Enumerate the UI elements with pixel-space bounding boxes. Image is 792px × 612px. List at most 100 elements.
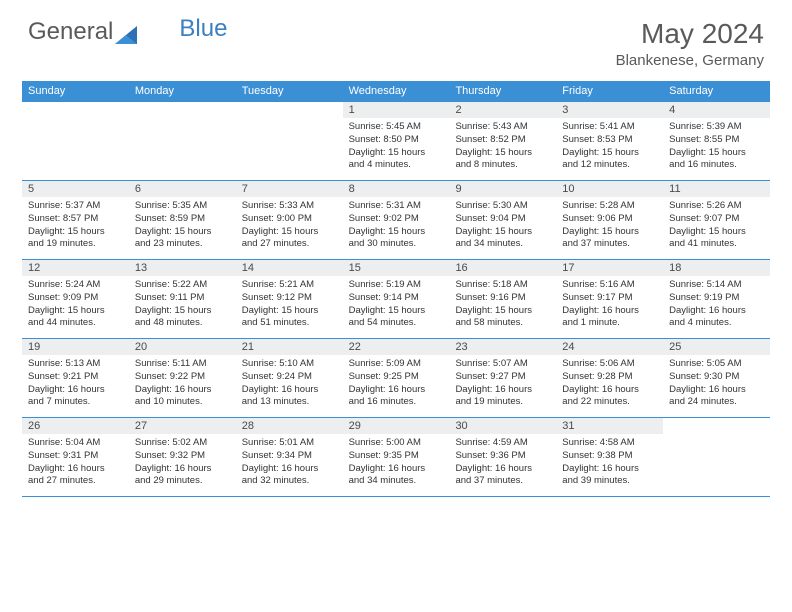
day-details: Sunrise: 5:09 AMSunset: 9:25 PMDaylight:… bbox=[343, 355, 450, 413]
day-number: 2 bbox=[449, 102, 556, 118]
day-header: Tuesday bbox=[236, 81, 343, 101]
sunset-text: Sunset: 9:36 PM bbox=[455, 450, 550, 463]
day-cell: 16Sunrise: 5:18 AMSunset: 9:16 PMDayligh… bbox=[449, 260, 556, 338]
sunrise-text: Sunrise: 5:37 AM bbox=[28, 200, 123, 213]
sunset-text: Sunset: 9:27 PM bbox=[455, 371, 550, 384]
sunset-text: Sunset: 9:32 PM bbox=[135, 450, 230, 463]
sunset-text: Sunset: 9:28 PM bbox=[562, 371, 657, 384]
month-title: May 2024 bbox=[616, 18, 764, 50]
day-details: Sunrise: 5:11 AMSunset: 9:22 PMDaylight:… bbox=[129, 355, 236, 413]
day-cell: 25Sunrise: 5:05 AMSunset: 9:30 PMDayligh… bbox=[663, 339, 770, 417]
week-row: 19Sunrise: 5:13 AMSunset: 9:21 PMDayligh… bbox=[22, 339, 770, 418]
day-cell: 15Sunrise: 5:19 AMSunset: 9:14 PMDayligh… bbox=[343, 260, 450, 338]
day-details: Sunrise: 5:04 AMSunset: 9:31 PMDaylight:… bbox=[22, 434, 129, 492]
sunset-text: Sunset: 9:09 PM bbox=[28, 292, 123, 305]
day-cell: 18Sunrise: 5:14 AMSunset: 9:19 PMDayligh… bbox=[663, 260, 770, 338]
day-cell: 13Sunrise: 5:22 AMSunset: 9:11 PMDayligh… bbox=[129, 260, 236, 338]
sunset-text: Sunset: 9:06 PM bbox=[562, 213, 657, 226]
location-label: Blankenese, Germany bbox=[616, 52, 764, 69]
day-cell: 12Sunrise: 5:24 AMSunset: 9:09 PMDayligh… bbox=[22, 260, 129, 338]
daylight-text: Daylight: 16 hours and 16 minutes. bbox=[349, 384, 444, 410]
daylight-text: Daylight: 15 hours and 8 minutes. bbox=[455, 147, 550, 173]
sunset-text: Sunset: 8:53 PM bbox=[562, 134, 657, 147]
sunrise-text: Sunrise: 5:10 AM bbox=[242, 358, 337, 371]
day-details: Sunrise: 5:07 AMSunset: 9:27 PMDaylight:… bbox=[449, 355, 556, 413]
daylight-text: Daylight: 15 hours and 12 minutes. bbox=[562, 147, 657, 173]
sunrise-text: Sunrise: 5:19 AM bbox=[349, 279, 444, 292]
sunrise-text: Sunrise: 5:26 AM bbox=[669, 200, 764, 213]
day-details: Sunrise: 5:19 AMSunset: 9:14 PMDaylight:… bbox=[343, 276, 450, 334]
day-cell: 1Sunrise: 5:45 AMSunset: 8:50 PMDaylight… bbox=[343, 102, 450, 180]
day-details: Sunrise: 5:33 AMSunset: 9:00 PMDaylight:… bbox=[236, 197, 343, 255]
sunrise-text: Sunrise: 5:35 AM bbox=[135, 200, 230, 213]
daylight-text: Daylight: 15 hours and 34 minutes. bbox=[455, 226, 550, 252]
day-cell: 17Sunrise: 5:16 AMSunset: 9:17 PMDayligh… bbox=[556, 260, 663, 338]
daylight-text: Daylight: 16 hours and 32 minutes. bbox=[242, 463, 337, 489]
day-number: 7 bbox=[236, 181, 343, 197]
day-header: Thursday bbox=[449, 81, 556, 101]
day-number: 10 bbox=[556, 181, 663, 197]
day-details: Sunrise: 5:35 AMSunset: 8:59 PMDaylight:… bbox=[129, 197, 236, 255]
sunrise-text: Sunrise: 5:21 AM bbox=[242, 279, 337, 292]
day-number: 5 bbox=[22, 181, 129, 197]
daylight-text: Daylight: 15 hours and 30 minutes. bbox=[349, 226, 444, 252]
daylight-text: Daylight: 16 hours and 34 minutes. bbox=[349, 463, 444, 489]
day-header: Wednesday bbox=[343, 81, 450, 101]
day-header: Sunday bbox=[22, 81, 129, 101]
day-cell bbox=[236, 102, 343, 180]
sunset-text: Sunset: 9:31 PM bbox=[28, 450, 123, 463]
day-details: Sunrise: 5:10 AMSunset: 9:24 PMDaylight:… bbox=[236, 355, 343, 413]
daylight-text: Daylight: 16 hours and 37 minutes. bbox=[455, 463, 550, 489]
day-details: Sunrise: 5:02 AMSunset: 9:32 PMDaylight:… bbox=[129, 434, 236, 492]
day-cell: 21Sunrise: 5:10 AMSunset: 9:24 PMDayligh… bbox=[236, 339, 343, 417]
week-row: 12Sunrise: 5:24 AMSunset: 9:09 PMDayligh… bbox=[22, 260, 770, 339]
daylight-text: Daylight: 15 hours and 58 minutes. bbox=[455, 305, 550, 331]
day-details: Sunrise: 5:22 AMSunset: 9:11 PMDaylight:… bbox=[129, 276, 236, 334]
day-cell: 2Sunrise: 5:43 AMSunset: 8:52 PMDaylight… bbox=[449, 102, 556, 180]
sunset-text: Sunset: 9:34 PM bbox=[242, 450, 337, 463]
sunrise-text: Sunrise: 5:41 AM bbox=[562, 121, 657, 134]
sunrise-text: Sunrise: 5:39 AM bbox=[669, 121, 764, 134]
day-details: Sunrise: 5:06 AMSunset: 9:28 PMDaylight:… bbox=[556, 355, 663, 413]
sunrise-text: Sunrise: 5:24 AM bbox=[28, 279, 123, 292]
sunrise-text: Sunrise: 5:31 AM bbox=[349, 200, 444, 213]
day-cell: 3 Sunrise: 5:41 AMSunset: 8:53 PMDaylight… bbox=[556, 102, 663, 180]
calendar: SundayMondayTuesdayWednesdayThursdayFrid… bbox=[22, 81, 770, 497]
sunrise-text: Sunrise: 5:04 AM bbox=[28, 437, 123, 450]
day-cell: 27Sunrise: 5:02 AMSunset: 9:32 PMDayligh… bbox=[129, 418, 236, 496]
sunset-text: Sunset: 8:57 PM bbox=[28, 213, 123, 226]
day-number: 21 bbox=[236, 339, 343, 355]
day-cell: 9Sunrise: 5:30 AMSunset: 9:04 PMDaylight… bbox=[449, 181, 556, 259]
sunrise-text: Sunrise: 5:13 AM bbox=[28, 358, 123, 371]
day-number: 12 bbox=[22, 260, 129, 276]
day-details: Sunrise: 5:00 AMSunset: 9:35 PMDaylight:… bbox=[343, 434, 450, 492]
sunset-text: Sunset: 8:50 PM bbox=[349, 134, 444, 147]
day-details: Sunrise: 5:39 AMSunset: 8:55 PMDaylight:… bbox=[663, 118, 770, 176]
daylight-text: Daylight: 15 hours and 19 minutes. bbox=[28, 226, 123, 252]
sunrise-text: Sunrise: 5:09 AM bbox=[349, 358, 444, 371]
day-number: 31 bbox=[556, 418, 663, 434]
day-number: 3 bbox=[556, 102, 663, 118]
day-number: 28 bbox=[236, 418, 343, 434]
brand-part2: Blue bbox=[179, 15, 227, 43]
day-number: 17 bbox=[556, 260, 663, 276]
day-header: Monday bbox=[129, 81, 236, 101]
sunrise-text: Sunrise: 5:00 AM bbox=[349, 437, 444, 450]
day-details: Sunrise: 5:28 AMSunset: 9:06 PMDaylight:… bbox=[556, 197, 663, 255]
sunset-text: Sunset: 9:14 PM bbox=[349, 292, 444, 305]
daylight-text: Daylight: 15 hours and 27 minutes. bbox=[242, 226, 337, 252]
brand-logo: General Blue bbox=[28, 18, 227, 46]
day-details: Sunrise: 5:24 AMSunset: 9:09 PMDaylight:… bbox=[22, 276, 129, 334]
sunrise-text: Sunrise: 5:02 AM bbox=[135, 437, 230, 450]
day-cell bbox=[129, 102, 236, 180]
sunrise-text: Sunrise: 5:43 AM bbox=[455, 121, 550, 134]
sunrise-text: Sunrise: 5:06 AM bbox=[562, 358, 657, 371]
day-number: 13 bbox=[129, 260, 236, 276]
day-details: Sunrise: 5:18 AMSunset: 9:16 PMDaylight:… bbox=[449, 276, 556, 334]
day-details: Sunrise: 5:37 AMSunset: 8:57 PMDaylight:… bbox=[22, 197, 129, 255]
day-number: 20 bbox=[129, 339, 236, 355]
day-details: Sunrise: 5:31 AMSunset: 9:02 PMDaylight:… bbox=[343, 197, 450, 255]
sunrise-text: Sunrise: 5:28 AM bbox=[562, 200, 657, 213]
sunrise-text: Sunrise: 5:16 AM bbox=[562, 279, 657, 292]
day-number: 26 bbox=[22, 418, 129, 434]
